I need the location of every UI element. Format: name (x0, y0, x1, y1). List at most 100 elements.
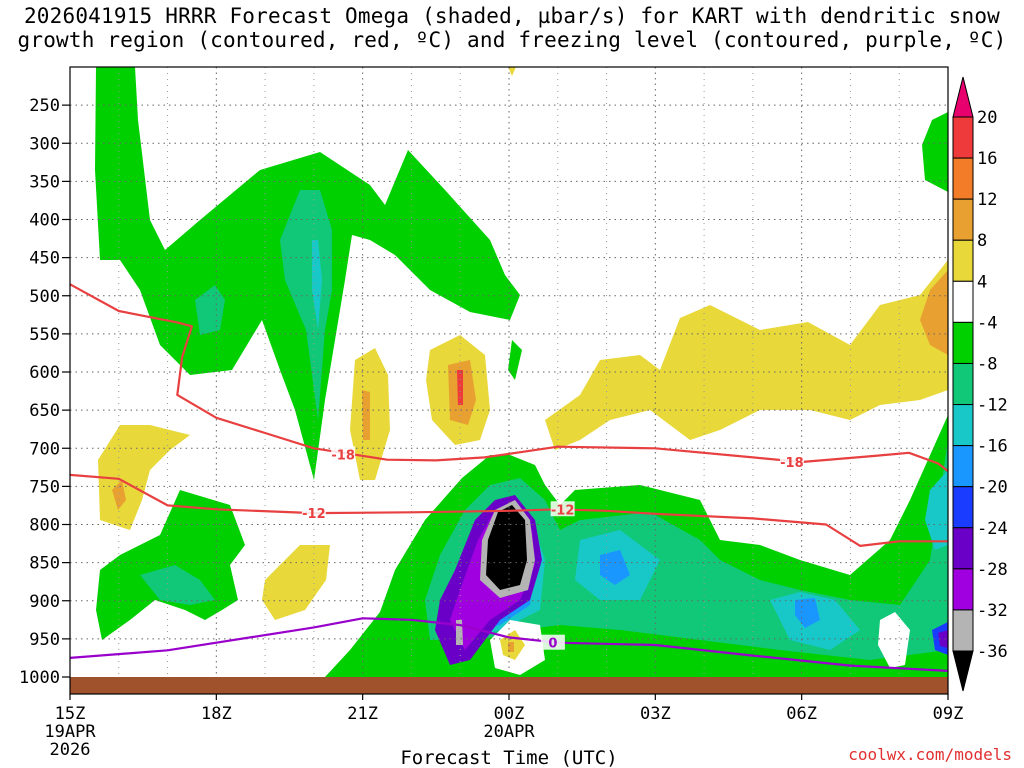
updraft-core-upper-teal (312, 240, 322, 330)
y-tick-label-850: 850 (29, 554, 60, 574)
white-pocket-right (878, 612, 910, 668)
y-tick-label-650: 650 (29, 401, 60, 421)
title-line-2: growth region (contoured, red, ºC) and f… (17, 28, 1007, 52)
subsidence-pocket-1-core (362, 390, 370, 440)
colorbar-label-13: -36 (977, 642, 1008, 662)
updraft-core-upper (280, 190, 332, 420)
subsidence-left-core (112, 480, 126, 510)
updraft-black-core (486, 505, 527, 590)
updraft-right-upper (922, 112, 948, 192)
y-tick-label-300: 300 (29, 134, 60, 154)
colorbar-label-2: 12 (977, 190, 997, 210)
updraft-right-bottom-purple (938, 630, 948, 648)
colorbar-swatch-12 (952, 568, 974, 611)
colorbar-swatch-9 (952, 445, 974, 488)
y-tick-label-450: 450 (29, 249, 60, 269)
updraft-small-left-core (195, 285, 225, 335)
subsidence-pocket-2-peak (457, 370, 463, 405)
x-date-label-19APR: 19APR (44, 722, 96, 742)
colorbar-triangle-top (952, 76, 974, 118)
colorbar-swatch-7 (952, 362, 974, 406)
colorbar-label-5: -4 (977, 313, 997, 333)
gridlines (70, 67, 948, 677)
colorbar-label-7: -12 (977, 396, 1008, 416)
colorbar-swatch-3 (952, 198, 974, 241)
updraft-blue-small-2 (795, 598, 820, 628)
contour-label-3: -12 (551, 503, 575, 518)
x-date-label-2026: 2026 (50, 740, 91, 760)
updraft-blue-small (600, 550, 630, 585)
colorbar-swatch-11 (952, 527, 974, 570)
y-tick-label-350: 350 (29, 172, 60, 192)
y-tick-label-950: 950 (29, 630, 60, 650)
subsidence-band-mid (545, 260, 948, 450)
colorbar-swatch-4 (952, 239, 974, 282)
contour-label-1: -18 (780, 456, 804, 471)
colorbar-label-0: 20 (977, 108, 997, 128)
colorbar-swatch-5 (952, 280, 974, 323)
x-date-label-20APR: 20APR (483, 722, 535, 742)
colorbar-swatch-13 (952, 609, 974, 652)
contour-label-4: 0 (548, 637, 557, 652)
y-tick-label-700: 700 (29, 439, 60, 459)
contour-line-0 (70, 283, 948, 472)
colorbar-label-1: 16 (977, 149, 997, 169)
subsidence-pocket-3 (262, 545, 330, 620)
colorbar-swatch-1 (952, 116, 974, 159)
colorbar-label-3: 8 (977, 231, 987, 251)
subsidence-core-mid (920, 270, 948, 355)
colorbar-label-6: -8 (977, 354, 997, 374)
credit-text: coolwx.com/models (848, 745, 1012, 764)
y-axis-ticks: 250 300 350 400 450 500 550 600 650 700 750 800 850 9… (19, 96, 70, 688)
updraft-cyan-edge (925, 470, 948, 550)
updraft-region-left-low (96, 490, 245, 640)
chart-title: 2026041915 HRRR Forecast Omega (shaded, … (0, 4, 1024, 52)
y-tick-label-750: 750 (29, 477, 60, 497)
y-tick-label-250: 250 (29, 96, 60, 116)
x-tick-label-15Z: 15Z (55, 704, 86, 724)
colorbar-label-9: -20 (977, 478, 1008, 498)
updraft-small-center (508, 340, 522, 380)
y-tick-label-600: 600 (29, 363, 60, 383)
colorbar-label-8: -16 (977, 437, 1008, 457)
x-axis-label: Forecast Time (UTC) (400, 747, 617, 768)
x-tick-label-21Z: 21Z (347, 704, 378, 724)
title-line-1: 2026041915 HRRR Forecast Omega (shaded, … (23, 4, 1001, 28)
colorbar-swatch-6 (952, 321, 974, 364)
contour-line-2 (70, 617, 948, 672)
colorbar-swatch-10 (952, 486, 974, 529)
y-tick-label-800: 800 (29, 516, 60, 536)
x-tick-label-09Z: 09Z (933, 704, 964, 724)
x-tick-label-03Z: 03Z (640, 704, 671, 724)
updraft-left-low-core (140, 565, 215, 605)
subsidence-top (508, 67, 516, 76)
omega-colorbar: 20 16 12 8 4 -4 -8 -12 -16 -20 -24 -28 -32 -36 (952, 76, 1008, 692)
y-tick-label-400: 400 (29, 211, 60, 231)
ground-surface (70, 677, 948, 694)
contour-label-0: -18 (331, 448, 355, 463)
contour-label-bg-1 (779, 453, 804, 469)
colorbar-label-10: -24 (977, 519, 1008, 539)
x-tick-label-00Z: 00Z (494, 704, 525, 724)
temperature-contours: -18 -18 -12 -12 0 (70, 283, 948, 672)
x-tick-label-18Z: 18Z (201, 704, 232, 724)
colorbar-swatch-8 (952, 404, 974, 447)
y-tick-label-900: 900 (29, 592, 60, 612)
contour-label-bg-2 (301, 505, 326, 521)
contour-label-2: -12 (302, 507, 326, 522)
y-tick-label-500: 500 (29, 287, 60, 307)
contour-label-bg-0 (331, 446, 356, 462)
y-tick-label-550: 550 (29, 325, 60, 345)
x-tick-label-06Z: 06Z (786, 704, 817, 724)
contour-label-bg-4 (540, 634, 565, 650)
colorbar-swatch-2 (952, 157, 974, 200)
contour-label-bg-3 (550, 501, 575, 517)
colorbar-label-4: 4 (977, 272, 987, 292)
colorbar-label-12: -32 (977, 601, 1008, 621)
y-tick-label-1000: 1000 (19, 668, 60, 688)
omega-shading (95, 67, 948, 677)
colorbar-triangle-bottom (952, 650, 974, 692)
colorbar-label-11: -28 (977, 560, 1008, 580)
